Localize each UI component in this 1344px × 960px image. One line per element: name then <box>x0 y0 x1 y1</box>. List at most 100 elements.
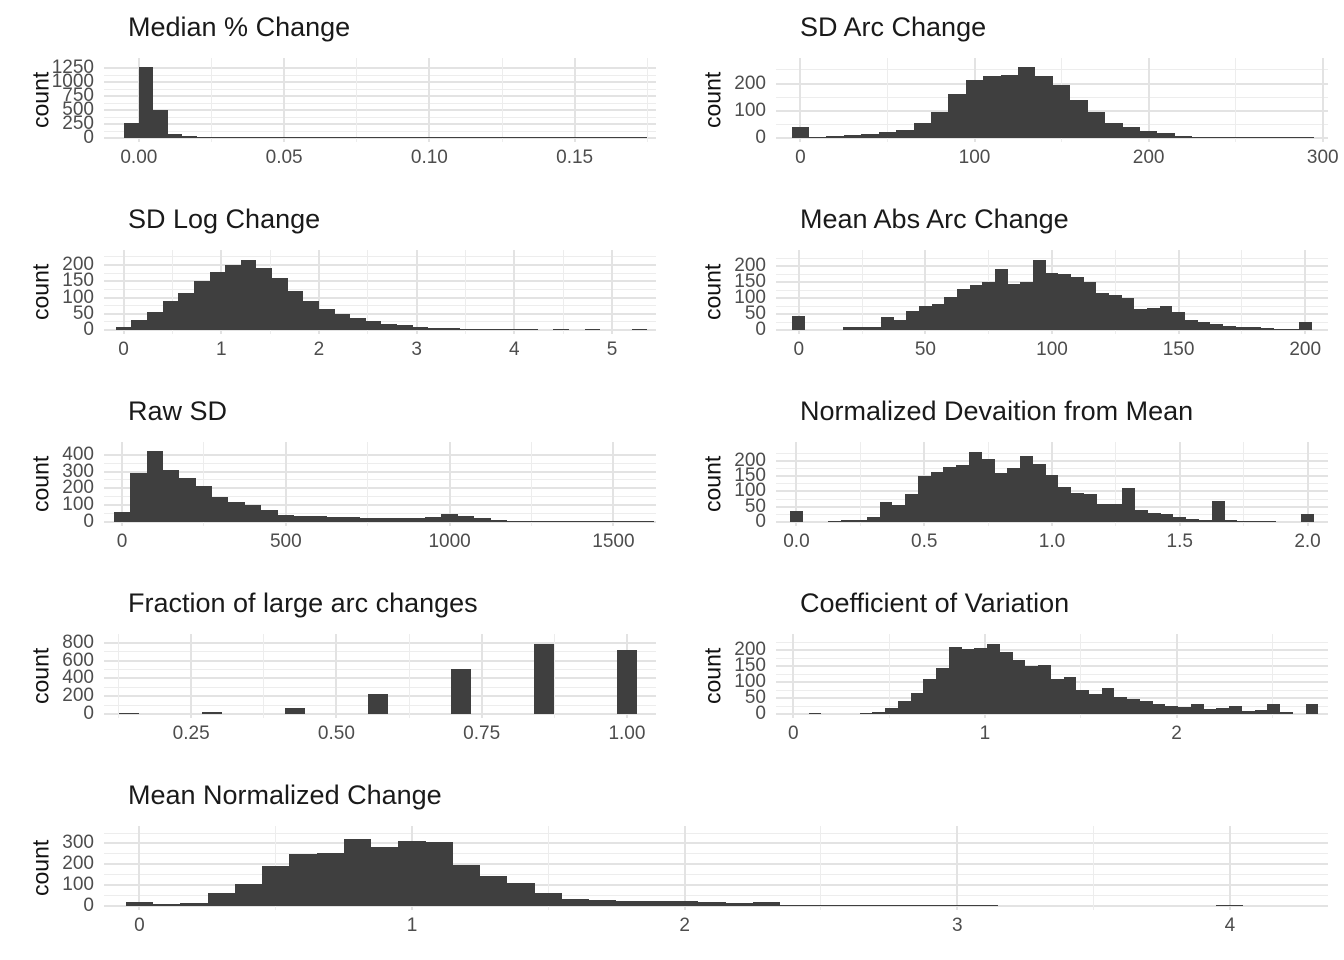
gridline-vertical-major <box>284 442 287 526</box>
histogram-bar <box>1306 704 1318 714</box>
histogram-bar <box>995 473 1007 522</box>
histogram-bar <box>241 260 256 330</box>
y-tick-label: 400 <box>62 443 94 465</box>
gridline-horizontal-minor <box>104 102 656 104</box>
histogram-bar <box>1071 277 1084 330</box>
histogram-bar <box>1299 322 1312 330</box>
gridline-vertical-minor <box>501 58 503 142</box>
y-tick-label: 750 <box>62 85 94 107</box>
x-tick-label: 150 <box>1162 339 1195 360</box>
x-tick-label: 2 <box>1171 723 1182 744</box>
histogram-bar <box>826 135 844 138</box>
x-tick-label: 0 <box>793 339 805 360</box>
x-tick-label: 200 <box>1289 339 1322 360</box>
histogram-bar <box>453 865 480 906</box>
gridline-vertical-minor <box>408 634 410 718</box>
gridline-vertical-minor <box>203 442 205 526</box>
gridline-vertical-minor <box>263 634 265 718</box>
histogram-bar <box>245 505 261 522</box>
gridline-vertical-major <box>448 442 451 526</box>
histogram-bar <box>1088 112 1105 138</box>
histogram-bar <box>147 312 163 330</box>
histogram-bar <box>426 842 453 906</box>
x-tick-label: 0.25 <box>172 723 210 744</box>
x-tick-label: 50 <box>914 339 936 360</box>
histogram-bar <box>458 136 473 138</box>
gridline-horizontal-major <box>104 504 656 507</box>
panel-title: Coefficient of Variation <box>800 588 1070 618</box>
histogram-bar <box>262 866 289 906</box>
histogram-bar <box>633 136 647 138</box>
histogram-bar <box>1000 651 1013 714</box>
gridline-horizontal-major <box>104 905 1328 907</box>
y-tick-label: 150 <box>734 655 766 677</box>
x-tick-label: 0.10 <box>410 147 448 168</box>
histogram-bar <box>350 317 366 330</box>
histogram-bar <box>474 517 491 522</box>
gridline-vertical-major <box>612 442 615 526</box>
histogram-panel: Fraction of large arc changes count 0 200 40… <box>0 576 672 768</box>
gridline-horizontal-major <box>104 521 656 523</box>
histogram-bar <box>982 282 995 330</box>
histogram-bar <box>1286 328 1299 330</box>
plot-area <box>776 58 1328 142</box>
histogram-bar <box>289 853 317 906</box>
gridline-vertical-minor <box>210 58 212 142</box>
histogram-bar <box>208 893 235 906</box>
y-tick-label: 300 <box>62 832 94 854</box>
histogram-bar <box>616 901 644 906</box>
histogram-bar <box>534 643 554 714</box>
y-tick-label: 1250 <box>51 57 94 79</box>
histogram-bar <box>585 328 600 330</box>
y-tick-label: 1000 <box>51 71 94 93</box>
y-tick-label: 200 <box>62 685 94 707</box>
histogram-bar <box>1157 133 1175 138</box>
histogram-bar <box>844 134 861 138</box>
histogram-bar <box>1033 259 1046 330</box>
gridline-vertical-major <box>1178 442 1181 526</box>
panel-body: count 0 50 100 150 200 0 1 2 <box>672 620 1344 768</box>
plot-area <box>776 634 1328 718</box>
gridline-vertical-major <box>1175 634 1178 718</box>
y-tick-label: 100 <box>734 671 766 693</box>
gridline-horizontal-major <box>104 81 656 84</box>
gridline-horizontal-minor <box>104 305 656 307</box>
histogram-bar <box>1236 326 1248 330</box>
y-tick-label: 100 <box>734 287 766 309</box>
histogram-bar <box>974 647 987 714</box>
histogram-bar <box>1175 136 1192 138</box>
histogram-bar <box>1173 517 1186 522</box>
histogram-bar <box>879 132 896 138</box>
y-tick-label: 500 <box>62 99 94 121</box>
plot-area <box>104 442 656 526</box>
y-tick-label: 0 <box>755 319 766 340</box>
histogram-bar <box>119 712 139 714</box>
gridline-vertical-minor <box>367 442 369 526</box>
gridline-horizontal-major <box>104 329 656 331</box>
histogram-bar <box>360 517 376 522</box>
histogram-bar <box>622 520 638 522</box>
x-tick-label: 3 <box>411 339 422 360</box>
x-tick-label: 0.75 <box>463 723 501 744</box>
histogram-bar <box>1071 492 1084 522</box>
gridline-horizontal-minor <box>104 668 656 670</box>
histogram-bar <box>507 883 535 906</box>
x-tick-label: 1.00 <box>608 723 646 744</box>
gridline-vertical-minor <box>1114 250 1116 334</box>
gridline-vertical-minor <box>464 250 466 334</box>
y-tick-label: 200 <box>734 255 766 277</box>
gridline-horizontal-major <box>104 487 656 490</box>
gridline-horizontal-minor <box>104 651 656 653</box>
gridline-vertical-major <box>1306 442 1309 526</box>
histogram-bar <box>124 122 139 138</box>
gridline-vertical-minor <box>356 58 358 142</box>
x-tick-label: 4 <box>509 339 520 360</box>
histogram-bar <box>179 478 196 522</box>
histogram-bar <box>1185 320 1198 330</box>
histogram-bar <box>441 514 458 522</box>
gridline-vertical-minor <box>646 58 648 142</box>
histogram-bar <box>792 127 809 138</box>
x-tick-label: 4 <box>1224 915 1236 936</box>
histogram-bar <box>1161 514 1173 522</box>
histogram-bar <box>835 904 862 906</box>
